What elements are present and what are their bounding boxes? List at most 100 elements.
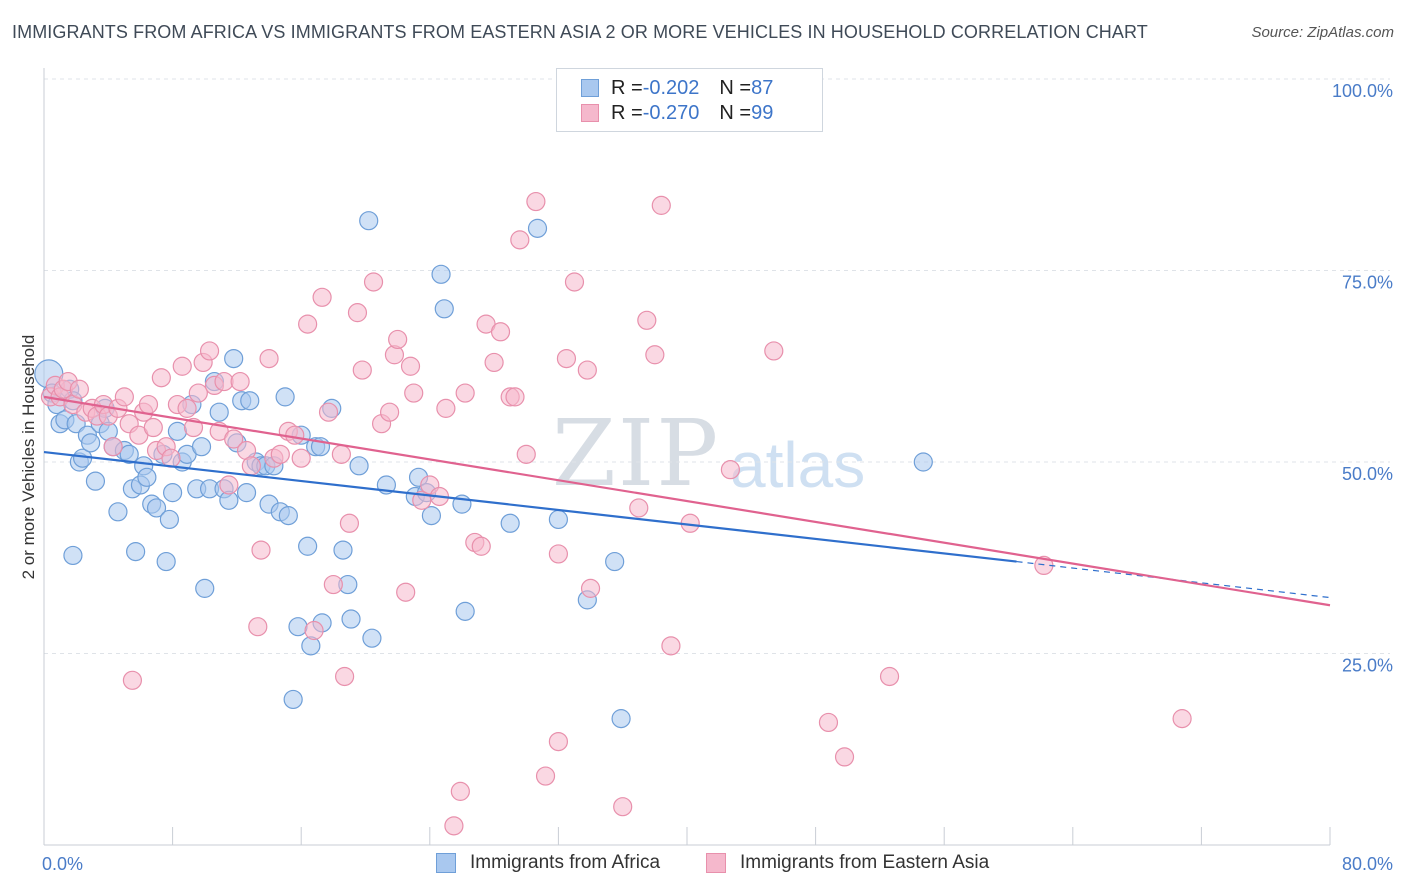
data-point-asia — [219, 475, 239, 495]
source-label: Source: ZipAtlas.com — [1251, 24, 1394, 41]
data-point-asia — [510, 230, 530, 250]
data-point-asia — [564, 272, 585, 292]
data-point-asia — [404, 383, 424, 403]
data-point-africa — [341, 609, 361, 629]
bottom-legend-label-africa: Immigrants from Africa — [470, 852, 661, 873]
data-point-asia — [516, 444, 536, 464]
data-point-africa — [500, 513, 520, 533]
data-point-asia — [720, 460, 741, 480]
axes — [43, 68, 1331, 846]
data-point-asia — [312, 287, 332, 307]
bottom-legend-swatch-asia — [706, 853, 726, 873]
legend-r-value-africa: -0.202 — [642, 76, 700, 99]
legend-r-label: R = — [611, 101, 643, 124]
data-point-asia — [490, 322, 511, 342]
data-point-africa — [85, 471, 106, 491]
y-axis-title: 2 or more Vehicles in Household — [19, 335, 38, 580]
data-point-africa — [421, 506, 442, 526]
data-point-asia — [214, 371, 234, 392]
watermark-atlas: atlas — [730, 429, 866, 501]
data-point-asia — [114, 387, 134, 407]
data-point-africa — [359, 211, 379, 231]
data-point-africa — [224, 348, 244, 369]
data-point-asia — [224, 429, 244, 449]
data-point-asia — [548, 544, 569, 564]
legend-swatch-africa — [581, 79, 599, 97]
data-point-asia — [577, 360, 597, 380]
data-point-asia — [535, 766, 556, 786]
legend-n-label: N = — [719, 101, 752, 124]
data-point-africa — [275, 387, 295, 407]
data-point-asia — [455, 383, 475, 403]
data-point-asia — [241, 456, 261, 476]
data-point-asia — [298, 314, 318, 334]
tick-labels: 25.0% 50.0% 75.0% 100.0% 0.0% 80.0% — [42, 81, 1393, 874]
data-point-africa — [298, 536, 318, 556]
chart-title: IMMIGRANTS FROM AFRICA VS IMMIGRANTS FRO… — [12, 22, 1148, 42]
watermark-zip: ZIP — [552, 400, 721, 507]
data-point-asia — [103, 437, 123, 457]
data-point-asia — [177, 398, 197, 418]
data-point-asia — [347, 303, 368, 323]
bottom-legend-swatch-africa — [436, 853, 456, 873]
series-asia-points — [40, 69, 1192, 836]
data-point-africa — [108, 502, 128, 522]
bottom-legend: Immigrants from Africa Immigrants from E… — [0, 852, 1406, 878]
data-point-africa — [913, 452, 933, 472]
legend-row-asia: R = -0.270 N = 99 — [581, 101, 773, 125]
data-point-asia — [161, 448, 181, 468]
data-point-africa — [611, 709, 631, 729]
data-point-asia — [396, 582, 416, 602]
data-point-africa — [278, 506, 298, 526]
data-point-asia — [444, 816, 464, 836]
data-point-asia — [339, 513, 360, 533]
data-point-africa — [163, 483, 183, 503]
data-point-asia — [1172, 709, 1192, 729]
data-point-asia — [259, 348, 279, 369]
data-point-africa — [63, 545, 83, 566]
data-point-africa — [362, 628, 382, 648]
data-point-asia — [505, 387, 525, 407]
data-point-africa — [236, 483, 257, 503]
data-point-asia — [183, 417, 204, 438]
data-point-asia — [291, 448, 311, 468]
data-point-asia — [471, 536, 491, 556]
x-tick-label: 80.0% — [1342, 854, 1393, 874]
data-point-asia — [450, 781, 470, 801]
data-point-africa — [137, 467, 157, 487]
y-tick-label: 100.0% — [1332, 81, 1393, 101]
data-point-asia — [484, 352, 504, 373]
y-tick-label: 25.0% — [1342, 656, 1393, 676]
data-point-asia — [352, 360, 372, 380]
data-point-africa — [283, 689, 303, 710]
data-point-asia — [764, 341, 784, 361]
legend-r-label: R = — [611, 76, 643, 99]
data-point-africa — [209, 402, 229, 422]
data-point-asia — [651, 195, 671, 215]
data-point-asia — [526, 191, 546, 212]
trend-line-asia — [43, 395, 1331, 607]
data-point-asia — [335, 666, 355, 687]
bottom-legend-africa: Immigrants from Africa — [436, 852, 660, 874]
data-point-africa — [349, 456, 369, 476]
data-point-asia — [270, 444, 290, 464]
legend-swatch-asia — [581, 104, 599, 122]
y-tick-label: 75.0% — [1342, 273, 1393, 293]
data-point-africa — [434, 299, 454, 319]
data-point-asia — [188, 383, 208, 403]
data-point-asia — [629, 498, 649, 518]
bottom-legend-label-asia: Immigrants from Eastern Asia — [740, 852, 990, 873]
legend-n-label: N = — [719, 76, 752, 99]
data-point-africa — [191, 437, 212, 457]
data-point-asia — [400, 356, 421, 376]
data-point-asia — [251, 540, 271, 560]
data-point-africa — [119, 444, 139, 464]
data-point-africa — [455, 601, 475, 621]
gridlines — [44, 78, 1390, 654]
data-point-africa — [548, 509, 569, 530]
legend-n-value-asia: 99 — [751, 101, 774, 124]
data-point-asia — [331, 444, 351, 464]
data-point-africa — [159, 509, 179, 530]
y-tick-label: 50.0% — [1342, 464, 1393, 484]
data-point-africa — [146, 498, 167, 518]
